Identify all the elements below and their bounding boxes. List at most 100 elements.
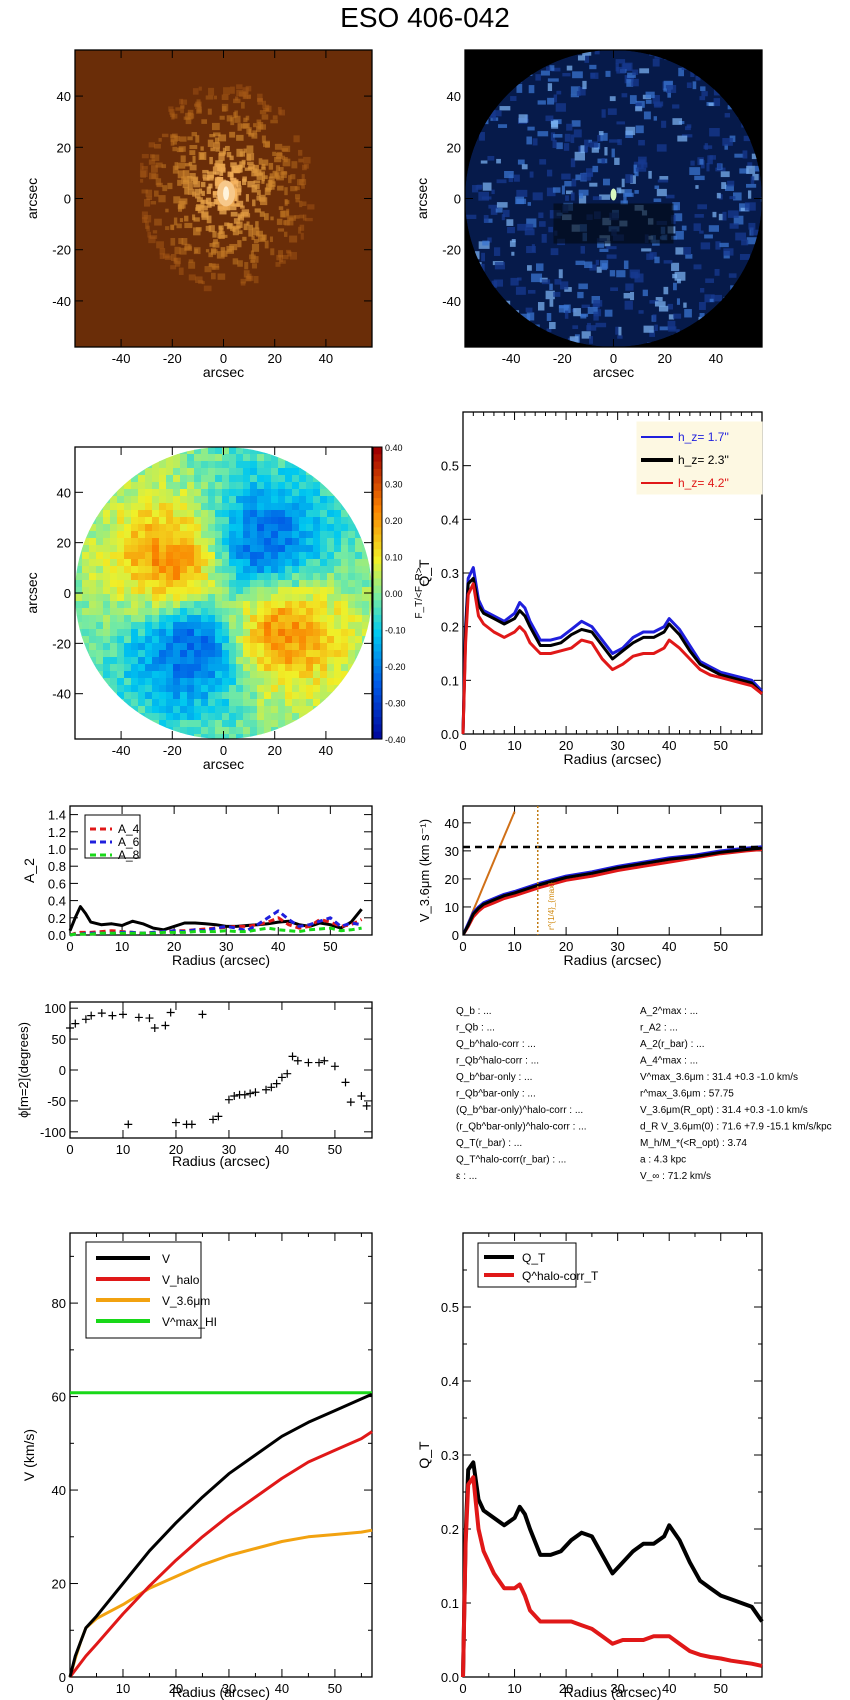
torque-map-pixel (236, 678, 244, 686)
torque-map-pixel (201, 720, 209, 728)
torque-map-pixel (292, 573, 300, 581)
torque-map-pixel (89, 489, 97, 497)
blue-image-pixel (699, 313, 705, 321)
phase-point (97, 1009, 106, 1018)
torque-map-pixel (229, 622, 237, 630)
param-left-text: r_Qb^bar-only : ... (456, 1089, 536, 1100)
torque-map-pixel (362, 650, 370, 658)
torque-map-pixel (327, 538, 335, 546)
torque-map-pixel (271, 496, 279, 504)
torque-map-pixel (348, 517, 356, 525)
torque-map-pixel (243, 601, 251, 609)
torque-map-pixel (208, 517, 216, 525)
torque-map-pixel (159, 552, 167, 560)
blue-image-pixel (694, 214, 704, 218)
orange-image-pixel (180, 99, 188, 105)
torque-map-pixel (103, 482, 111, 490)
orange-image-pixel (257, 234, 266, 242)
blue-image-pixel (571, 178, 577, 187)
torque-map-pixel (215, 461, 223, 469)
torque-map-pixel (306, 713, 314, 721)
torque-map-pixel (75, 657, 83, 665)
torque-map-pixel (187, 629, 195, 637)
torque-map-pixel (173, 489, 181, 497)
torque-map-pixel (117, 552, 125, 560)
blue-image-pixel (699, 159, 704, 165)
orange-image-pixel (297, 179, 304, 186)
orange-image-pixel (215, 147, 220, 152)
torque-map-pixel (306, 496, 314, 504)
torque-map-pixel (103, 531, 111, 539)
vc-xlabel: Radius (arcsec) (172, 1684, 270, 1700)
torque-map-pixel (306, 685, 314, 693)
torque-map-pixel (201, 454, 209, 462)
y-tick-label: 40 (445, 816, 459, 831)
torque-map-pixel (299, 461, 307, 469)
torque-map-pixel (145, 664, 153, 672)
torque-map-pixel (159, 503, 167, 511)
torque-map-pixel (285, 573, 293, 581)
torque-map-pixel (208, 657, 216, 665)
torque-map-pixel (173, 601, 181, 609)
torque-map-pixel (159, 489, 167, 497)
torque-map-pixel (355, 734, 363, 739)
torque-map-pixel (243, 594, 251, 602)
torque-map-pixel (229, 545, 237, 553)
blue-image-pixel (617, 139, 622, 146)
torque-map-pixel (117, 601, 125, 609)
torque-map-pixel (306, 482, 314, 490)
blue-image-pixel (570, 86, 581, 95)
torque-map-pixel (152, 622, 160, 630)
torque-map-pixel (187, 475, 195, 483)
colorbar-tick-label: 0.10 (385, 553, 403, 563)
torque-map-pixel (355, 538, 363, 546)
torque-map-pixel (117, 475, 125, 483)
torque-map-pixel (313, 496, 321, 504)
torque-map-pixel (201, 692, 209, 700)
torque-map-pixel (327, 671, 335, 679)
orange-image-pixel (173, 257, 181, 265)
blue-image-pixel (541, 279, 551, 285)
torque-map-pixel (271, 706, 279, 714)
blue-image-pixel (718, 213, 724, 221)
orange-image-pixel (170, 265, 177, 270)
torque-map-pixel (299, 636, 307, 644)
blue-image-pixel (564, 181, 572, 187)
blue-image-pixel (529, 171, 534, 178)
torque-map-pixel (145, 643, 153, 651)
orange-image-pixel (176, 223, 182, 229)
param-left-text: Q_T^halo-corr(r_bar) : ... (456, 1155, 566, 1166)
torque-map-pixel (173, 468, 181, 476)
torque-map-pixel (257, 734, 265, 739)
torque-map-pixel (159, 706, 167, 714)
orange-image-pixel (261, 114, 269, 120)
torque-map-pixel (348, 559, 356, 567)
torque-map-pixel (152, 657, 160, 665)
torque-map-pixel (306, 503, 314, 511)
torque-map-pixel (313, 475, 321, 483)
torque-map-pixel (110, 720, 118, 728)
torque-map-pixel (285, 629, 293, 637)
blue-image-pixel (591, 147, 599, 153)
torque-map-pixel (292, 545, 300, 553)
torque-map-pixel (264, 608, 272, 616)
torque-map-pixel (89, 657, 97, 665)
torque-map-pixel (250, 489, 258, 497)
torque-map-pixel (173, 594, 181, 602)
torque-map-pixel (264, 671, 272, 679)
torque-map-pixel (194, 622, 202, 630)
x-tick-label: 10 (507, 939, 521, 954)
torque-map-pixel (313, 678, 321, 686)
torque-map-pixel (313, 594, 321, 602)
torque-map-pixel (166, 601, 174, 609)
torque-map-pixel (327, 566, 335, 574)
torque-map-pixel (320, 538, 328, 546)
torque-map-pixel (180, 566, 188, 574)
torque-map-pixel (145, 594, 153, 602)
torque-map-pixel (292, 685, 300, 693)
torque-map-pixel (341, 692, 349, 700)
orange-image-pixel (179, 247, 187, 255)
torque-map-pixel (320, 482, 328, 490)
qt2-plot-axes: 0 10 20 30 40 500.00.10.20.30.40.5 (441, 1232, 763, 1696)
torque-map-pixel (180, 608, 188, 616)
